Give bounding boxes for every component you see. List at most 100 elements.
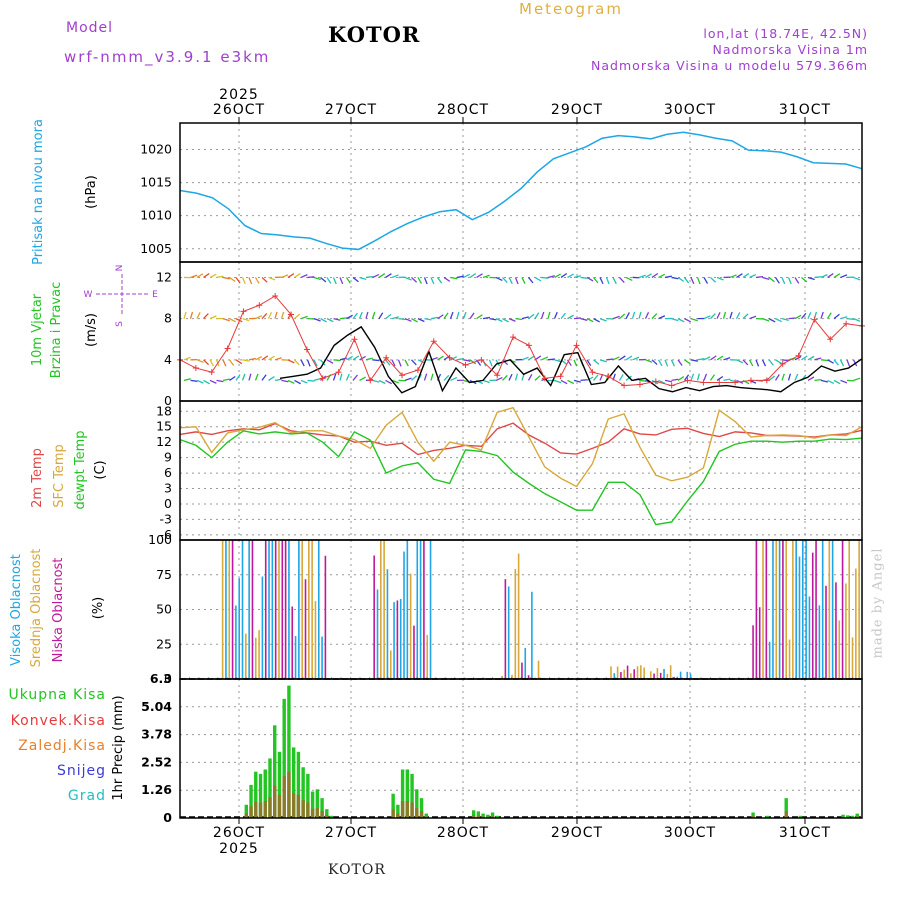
wind-arrow <box>385 273 392 278</box>
footer-station: KOTOR <box>328 862 386 878</box>
wind-arrow <box>573 317 582 320</box>
wind-arrow <box>391 274 399 279</box>
wind-arrow <box>735 312 741 319</box>
wind-arrow <box>820 379 828 383</box>
wind-arrow <box>209 273 217 279</box>
wind-arrow <box>696 373 700 381</box>
wind-arrow <box>840 316 848 320</box>
wind-arrow <box>677 318 685 323</box>
wind-arrow <box>359 376 366 381</box>
precip-bar <box>410 773 414 818</box>
wind-arrow <box>755 359 760 367</box>
precip-bar <box>486 814 490 818</box>
wind-arrow <box>631 311 636 319</box>
pressure-ytick: 1010 <box>140 208 172 223</box>
precip-bar <box>277 751 282 818</box>
wind-arrow <box>216 275 224 279</box>
temp-unit-label: (C) <box>93 460 108 479</box>
wind-arrow <box>294 273 301 278</box>
wind-arrow <box>755 275 764 279</box>
wind-arrow <box>709 374 716 381</box>
wind-arrow <box>761 359 767 367</box>
wind-arrow <box>670 359 675 367</box>
wind-arrow <box>671 276 679 280</box>
x-label-bottom: 26OCT <box>213 825 265 841</box>
wind-arrow <box>404 276 412 281</box>
precip-bar <box>320 798 324 818</box>
wind-arrow <box>801 312 807 320</box>
compass-s: S <box>115 321 125 327</box>
wind-arrow <box>196 379 204 384</box>
wind-arrow <box>690 359 698 362</box>
precip-unit-label: 1hr Precip (mm) <box>111 695 126 800</box>
wind-arrow <box>294 313 301 320</box>
wind-arrow <box>371 311 376 319</box>
wind-arrow <box>716 375 724 381</box>
wind-arrow <box>514 277 519 285</box>
wind-arrow <box>573 275 581 279</box>
wind-arrow <box>502 277 508 284</box>
wind-arrow <box>722 311 727 319</box>
gust-marker <box>763 377 770 384</box>
wind-arrow <box>469 312 475 320</box>
gust-marker <box>732 379 739 386</box>
wind-arrow <box>657 359 663 367</box>
temp-ytick: 3 <box>164 481 172 496</box>
precip-bar <box>301 767 305 818</box>
wind-arrow <box>294 379 301 385</box>
wind-arrow <box>436 277 443 284</box>
wind-arrow <box>716 276 724 281</box>
wind-arrow <box>690 277 695 285</box>
wind-arrow <box>261 374 267 381</box>
precip-conv-bar <box>784 811 788 818</box>
gust-marker <box>383 354 390 361</box>
gust-marker <box>303 346 310 353</box>
wind-arrow <box>417 277 423 284</box>
wind-arrow <box>378 379 386 385</box>
wind-arrow <box>391 316 399 320</box>
wind-arrow <box>768 375 775 381</box>
precip-bar <box>481 813 485 818</box>
wind-arrow <box>183 311 187 319</box>
wind-arrow <box>404 377 412 382</box>
wind-arrow <box>586 359 592 367</box>
precip-conv-bar <box>244 813 249 818</box>
wind-arrow <box>287 379 295 384</box>
wind-arrow <box>476 314 483 320</box>
wind-arrow <box>736 273 743 278</box>
wind-arrow <box>521 356 529 361</box>
wind-ytick: 12 <box>156 269 172 284</box>
wind-arrow <box>839 359 845 367</box>
wind-arrow <box>742 273 750 278</box>
wind-arrow <box>586 276 594 282</box>
wind-arrow <box>748 359 754 367</box>
coordinates: lon,lat (18.74E, 42.5N) <box>703 26 868 41</box>
wind-arrow <box>443 276 451 282</box>
pressure-unit-label: (hPa) <box>84 175 99 209</box>
gust-marker <box>668 382 675 389</box>
precip-bar <box>306 773 310 818</box>
wind-arrow <box>488 359 493 367</box>
wind-arrow <box>820 359 829 362</box>
temp-label-2m: 2m Temp <box>30 448 45 508</box>
wind-arrow <box>807 376 815 381</box>
precip-conv-bar <box>476 815 481 818</box>
wind-arrow <box>762 276 770 280</box>
wind-arrow <box>567 314 574 320</box>
wind-arrow <box>703 315 711 320</box>
wind-arrow <box>645 273 652 279</box>
wind-arrow <box>632 356 640 361</box>
wind-arrow <box>658 379 666 384</box>
wind-arrow <box>664 379 672 383</box>
temp-ytick: -6 <box>160 527 173 542</box>
precip-ytick: 3.78 <box>141 727 172 742</box>
wind-arrow <box>222 318 230 322</box>
wind-arrow <box>268 276 276 281</box>
cloud-label-low: Niska Oblacnost <box>51 558 66 663</box>
precip-conv-bar <box>268 797 272 818</box>
wind-arrow <box>787 277 792 285</box>
wind-arrow <box>391 379 399 384</box>
wind-arrow <box>229 375 236 381</box>
wind-arrow <box>534 276 542 282</box>
wind-arrow <box>326 359 334 364</box>
